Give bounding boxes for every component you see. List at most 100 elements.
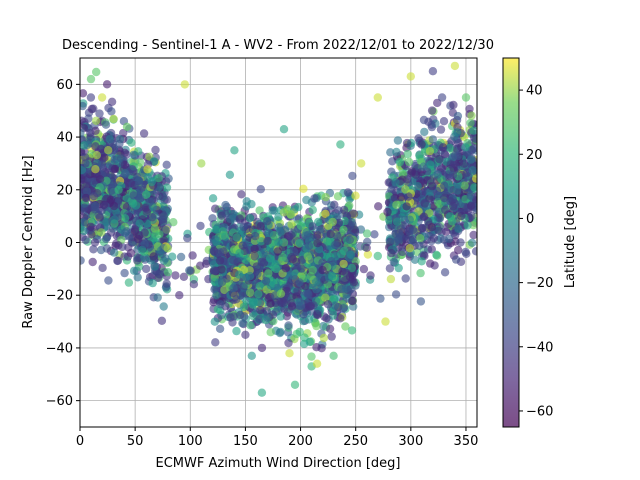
scatter-point [387, 248, 396, 258]
scatter-point [80, 203, 89, 212]
scatter-point [80, 89, 88, 98]
scatter-point [218, 227, 228, 236]
scatter-point [124, 278, 134, 287]
scatter-point [284, 321, 293, 330]
scatter-point [80, 165, 87, 175]
scatter-point [308, 222, 317, 231]
scatter-point [208, 194, 218, 203]
scatter-point [235, 214, 244, 223]
scatter-point [245, 288, 255, 297]
scatter-point [419, 212, 429, 221]
scatter-point [159, 302, 168, 311]
scatter-point [437, 93, 447, 102]
scatter-point [95, 109, 104, 118]
scatter-point [211, 225, 221, 234]
scatter-point [259, 249, 268, 258]
scatter-point [292, 257, 301, 267]
scatter-point [456, 238, 465, 247]
scatter-point [252, 262, 261, 271]
scatter-point [299, 184, 308, 193]
scatter-point [91, 165, 100, 174]
scatter-point [452, 144, 462, 153]
scatter-point [133, 273, 142, 282]
scatter-point [384, 178, 393, 187]
scatter-point [239, 222, 248, 232]
scatter-point [435, 214, 445, 223]
scatter-point [304, 241, 314, 250]
scatter-point [440, 181, 449, 190]
scatter-point [410, 255, 420, 264]
scatter-point [171, 271, 180, 280]
scatter-point [467, 111, 476, 120]
scatter-point [440, 205, 450, 214]
scatter-point [392, 217, 402, 226]
scatter-point [129, 191, 138, 200]
scatter-point [175, 291, 184, 300]
scatter-point [169, 218, 178, 227]
scatter-point [271, 264, 281, 274]
scatter-point [403, 175, 412, 184]
scatter-point [157, 316, 167, 325]
scatter-point [440, 149, 449, 159]
scatter-point [416, 268, 425, 278]
scatter-point [450, 151, 460, 160]
scatter-point [104, 146, 113, 155]
scatter-point [322, 314, 331, 323]
colorbar-tick-label: −40 [526, 340, 553, 355]
scatter-point [405, 226, 414, 236]
scatter-point [289, 271, 298, 280]
scatter-point [438, 143, 448, 152]
scatter-point [266, 299, 275, 308]
scatter-point [126, 178, 135, 188]
scatter-point [472, 174, 477, 183]
scatter-point [389, 257, 398, 267]
scatter-point [469, 230, 477, 240]
x-tick-label: 350 [454, 434, 479, 449]
scatter-point [245, 214, 255, 223]
y-tick-label: −40 [46, 341, 73, 356]
scatter-point [357, 159, 366, 168]
scatter-point [328, 217, 337, 227]
scatter-point [337, 249, 346, 259]
scatter-point [336, 314, 345, 323]
scatter-point [122, 122, 132, 131]
scatter-point [404, 192, 413, 201]
scatter-point [216, 300, 225, 309]
scatter-point [281, 264, 291, 273]
scatter-point [163, 268, 173, 277]
scatter-point [415, 241, 424, 250]
scatter-point [261, 276, 271, 285]
y-tick-label: 0 [65, 236, 73, 251]
scatter-point [110, 248, 119, 257]
scatter-point [235, 310, 245, 320]
scatter-point [466, 191, 476, 201]
scatter-point [91, 142, 100, 151]
scatter-point [104, 276, 113, 285]
scatter-point [257, 343, 267, 353]
scatter-point [376, 294, 385, 303]
scatter-point [453, 128, 462, 137]
scatter-point [295, 238, 305, 247]
scatter-point [110, 164, 120, 174]
scatter-point [299, 316, 308, 326]
scatter-point [139, 253, 149, 263]
scatter-point [238, 241, 247, 250]
scatter-point [427, 182, 437, 191]
scatter-point [176, 252, 186, 262]
scatter-point [403, 149, 412, 159]
scatter-point [266, 328, 275, 337]
scatter-point [140, 240, 149, 249]
scatter-point [127, 138, 136, 147]
y-axis-ticks: −60 −40 −20 0 20 40 60 [46, 78, 80, 409]
scatter-point [98, 263, 107, 273]
scatter-point [91, 116, 101, 126]
scatter-point [402, 202, 411, 211]
scatter-point [150, 224, 160, 233]
scatter-point [454, 245, 463, 255]
scatter-point [336, 140, 345, 149]
scatter-point [262, 306, 271, 316]
scatter-point [461, 93, 471, 102]
scatter-point [143, 165, 152, 174]
scatter-point [342, 268, 351, 278]
scatter-point [141, 203, 151, 212]
